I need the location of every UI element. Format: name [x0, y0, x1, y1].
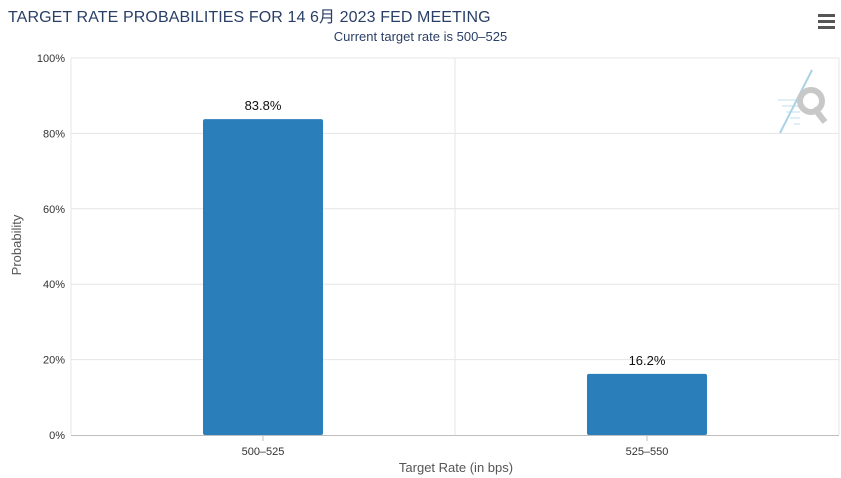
x-tick-label: 500–525: [242, 446, 285, 458]
y-tick-label: 40%: [43, 279, 65, 291]
data-label-2: 16.2%: [629, 353, 666, 368]
data-label-1: 83.8%: [245, 98, 282, 113]
bar-1[interactable]: [203, 119, 323, 435]
x-axis-title: Target Rate (in bps): [399, 460, 513, 475]
y-tick-label: 80%: [43, 128, 65, 140]
y-tick-label: 0%: [49, 430, 65, 442]
hamburger-menu-icon[interactable]: [814, 10, 838, 32]
chart-title: TARGET RATE PROBABILITIES FOR 14 6月 2023…: [8, 9, 491, 26]
y-axis-title: Probability: [9, 214, 24, 275]
y-tick-label: 60%: [43, 204, 65, 216]
cme-q-logo-icon: [778, 69, 828, 134]
y-tick-label: 100%: [37, 53, 65, 65]
grid-lines: [70, 57, 840, 435]
x-tick-label: 525–550: [626, 446, 669, 458]
y-tick-label: 20%: [43, 355, 65, 367]
chart-subtitle: Current target rate is 500–525: [333, 29, 508, 44]
bar-2[interactable]: [587, 373, 707, 435]
